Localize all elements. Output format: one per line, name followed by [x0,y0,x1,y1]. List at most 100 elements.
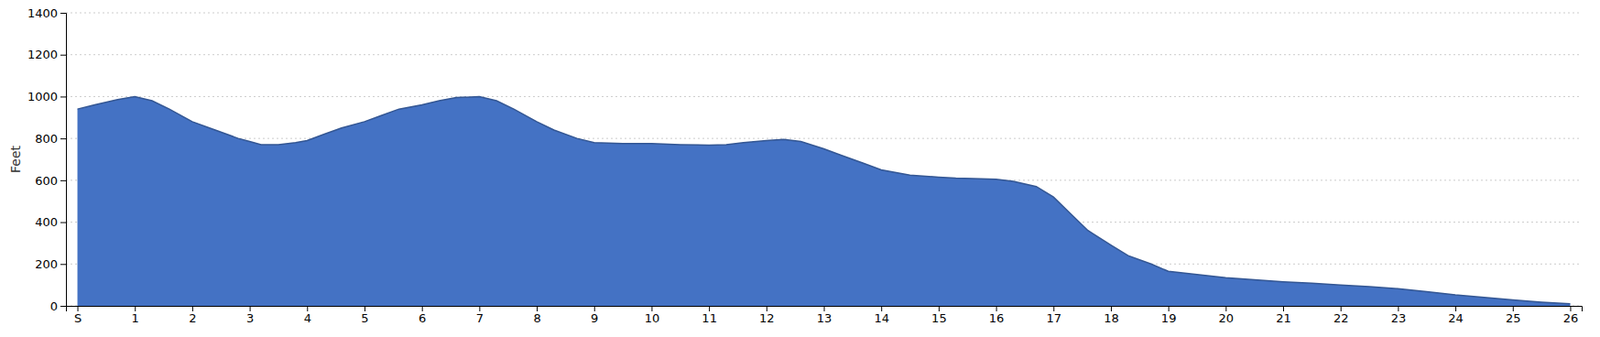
tick-label: 20 [1219,311,1235,326]
tick-label: 16 [989,311,1005,326]
tick-label: 1400 [27,6,58,21]
tick-mark [1512,305,1514,312]
tick-mark [1110,305,1112,312]
tick-label: S [74,311,82,326]
axis-line [66,306,1583,313]
tick-mark [60,138,66,140]
tick-label: 17 [1045,311,1062,326]
tick: 22 [1333,305,1350,326]
x-axis: S123456789101112131415161718192021222324… [66,305,1583,326]
tick-label: 22 [1333,311,1350,326]
tick-label: 200 [34,257,58,272]
tick-label: 5 [360,311,369,326]
tick: 7 [476,305,484,326]
tick: 21 [1275,305,1292,326]
tick-label: 1000 [27,89,58,104]
tick-label: 4 [304,311,312,326]
tick: 6 [418,305,426,326]
tick: 24 [1447,305,1464,326]
tick-label: 26 [1563,311,1579,326]
tick: 10 [644,305,661,326]
axis-line [60,13,67,307]
chart: S123456789101112131415161718192021222324… [0,0,1600,337]
tick: 19 [1161,305,1177,326]
grid-line [65,138,1582,140]
grid-line [65,96,1582,98]
tick: 8 [533,305,541,326]
tick: 200 [34,257,66,272]
y-axis-title: Feet [8,144,23,174]
tick-mark [422,305,424,312]
tick: S [74,305,82,326]
tick-mark [536,305,538,312]
tick: 600 [34,174,66,188]
tick-label: 8 [533,311,541,326]
tick: 11 [701,305,718,326]
grid-line [65,12,1582,14]
tick-mark [60,96,66,98]
tick-mark [1455,305,1457,312]
tick: 0 [50,299,66,314]
tick-mark [1569,305,1571,312]
area [77,96,1571,306]
tick-label: 6 [418,311,426,326]
tick-mark [77,305,79,312]
tick: 25 [1505,305,1522,326]
tick: 23 [1391,305,1407,326]
tick-mark [766,305,768,312]
tick: 4 [304,305,312,326]
tick-mark [60,222,66,224]
tick-mark [1053,305,1055,312]
grid [65,12,1582,306]
tick-label: 18 [1103,311,1120,326]
tick-mark [594,305,596,312]
tick-label: 23 [1391,311,1407,326]
tick-mark [60,12,66,14]
tick-label: 11 [701,311,718,326]
tick-mark [881,305,882,312]
tick-label: 15 [931,311,947,326]
tick-label: 9 [590,311,599,326]
tick-label: 24 [1447,311,1464,326]
tick: 1200 [27,47,66,62]
tick-mark [996,305,998,312]
tick-label: 13 [816,311,833,326]
tick-mark [1168,305,1170,312]
tick-label: 19 [1161,311,1177,326]
tick: 1000 [27,89,66,104]
tick-mark [651,305,653,312]
tick: 1 [131,305,140,326]
tick: 20 [1219,305,1235,326]
tick-label: 10 [644,311,661,326]
tick-label: 12 [759,311,775,326]
tick-label: 400 [34,215,58,229]
tick-mark [364,305,366,312]
marks [77,96,1571,306]
tick-label: 14 [873,311,890,326]
tick-label: 3 [246,311,254,326]
tick-mark [478,305,480,312]
y-axis: 0 200 400 600 800 1000 1200 1400 [27,6,67,314]
tick-mark [1397,305,1399,312]
tick-label: 0 [50,299,58,314]
tick-mark [60,54,66,56]
tick-label: 21 [1275,311,1292,326]
line [77,96,1571,304]
tick-mark [60,263,66,265]
tick: 15 [931,305,947,326]
tick-mark [1225,305,1227,312]
tick-mark [192,305,194,312]
tick-label: 1 [131,311,140,326]
tick-label: 600 [34,174,58,188]
tick-mark [134,305,136,312]
tick: 9 [590,305,599,326]
tick-label: 1200 [27,47,58,62]
tick-mark [1340,305,1342,312]
tick-mark [250,305,251,312]
tick: 800 [34,131,66,146]
tick: 13 [816,305,833,326]
tick: 12 [759,305,775,326]
tick-label: 2 [188,311,196,326]
tick-mark [60,305,66,307]
tick-mark [306,305,308,312]
